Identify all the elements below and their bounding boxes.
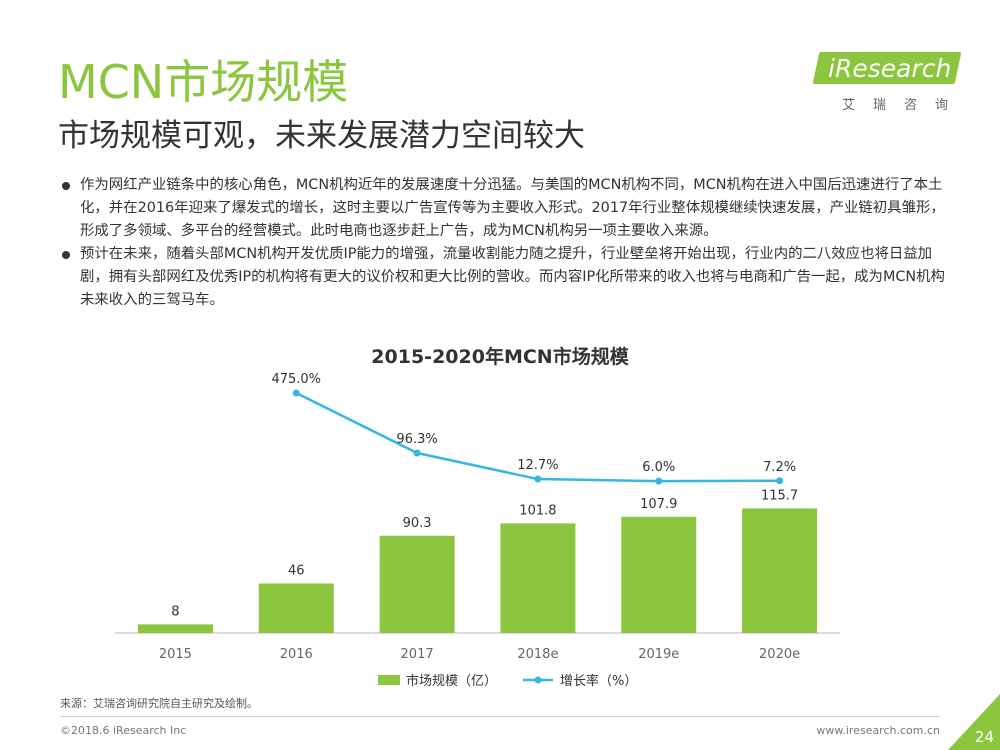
growth-rate-label: 12.7% bbox=[517, 458, 558, 473]
growth-rate-label: 7.2% bbox=[763, 460, 796, 475]
x-tick-label: 2015 bbox=[159, 647, 192, 662]
growth-rate-label: 96.3% bbox=[396, 432, 437, 447]
growth-rate-point-2016 bbox=[292, 389, 300, 397]
bar-market-size-2016 bbox=[258, 583, 334, 633]
bar-value-label: 115.7 bbox=[761, 488, 798, 503]
website: www.iresearch.com.cn bbox=[816, 724, 940, 737]
x-tick-label: 2020e bbox=[759, 647, 800, 662]
legend-line-label: 增长率（%） bbox=[560, 673, 637, 689]
bar-value-label: 101.8 bbox=[519, 503, 556, 518]
legend-bar-swatch bbox=[378, 675, 400, 685]
legend-bar-label: 市场规模（亿） bbox=[406, 673, 497, 689]
bar-market-size-2018e bbox=[500, 523, 576, 633]
page-number: 24 bbox=[974, 728, 994, 746]
chart-title: 2015-2020年MCN市场规模 bbox=[371, 346, 629, 368]
legend-line-marker bbox=[534, 676, 542, 684]
page-title: MCN市场规模 bbox=[58, 55, 349, 109]
growth-rate-point-2017 bbox=[413, 449, 421, 457]
bar-market-size-2019e bbox=[621, 516, 697, 633]
bar-value-label: 46 bbox=[288, 563, 305, 578]
bar-value-label: 90.3 bbox=[403, 516, 432, 531]
bullet-item: 预计在未来，随着头部MCN机构开发优质IP能力的增强，流量收割能力随之提升，行业… bbox=[60, 243, 950, 312]
x-tick-label: 2018e bbox=[517, 647, 558, 662]
bar-market-size-2017 bbox=[379, 535, 455, 633]
bar-value-label: 8 bbox=[171, 604, 179, 619]
growth-rate-point-2018e bbox=[534, 475, 542, 483]
growth-rate-point-2020e bbox=[776, 477, 784, 485]
growth-rate-label: 6.0% bbox=[642, 460, 675, 475]
bar-market-size-2020e bbox=[742, 508, 818, 633]
logo-brand: iResearch bbox=[828, 54, 952, 83]
iresearch-logo: iResearch 艾瑞咨询 bbox=[812, 46, 962, 118]
logo-cn: 艾瑞咨询 bbox=[842, 98, 967, 113]
bar-value-label: 107.9 bbox=[640, 497, 677, 512]
x-tick-label: 2017 bbox=[401, 647, 434, 662]
source-note: 来源：艾瑞咨询研究院自主研究及绘制。 bbox=[60, 697, 258, 710]
x-tick-label: 2019e bbox=[638, 647, 679, 662]
bar-market-size-2015 bbox=[137, 624, 213, 633]
page-subtitle: 市场规模可观，未来发展潜力空间较大 bbox=[58, 118, 585, 154]
growth-rate-label: 475.0% bbox=[271, 372, 321, 387]
market-size-chart: 8 2015 46 2016 90.3 2017 101.8 2018e 107.9 2019e 1… bbox=[115, 372, 840, 689]
copyright: ©2018.6 iResearch Inc bbox=[60, 724, 187, 737]
bullet-list: 作为网红产业链条中的核心角色，MCN机构近年的发展速度十分迅猛。与美国的MCN机… bbox=[60, 174, 950, 312]
bullet-item: 作为网红产业链条中的核心角色，MCN机构近年的发展速度十分迅猛。与美国的MCN机… bbox=[60, 174, 950, 243]
growth-rate-point-2019e bbox=[655, 477, 663, 485]
x-tick-label: 2016 bbox=[280, 647, 313, 662]
footer-divider bbox=[60, 716, 940, 717]
